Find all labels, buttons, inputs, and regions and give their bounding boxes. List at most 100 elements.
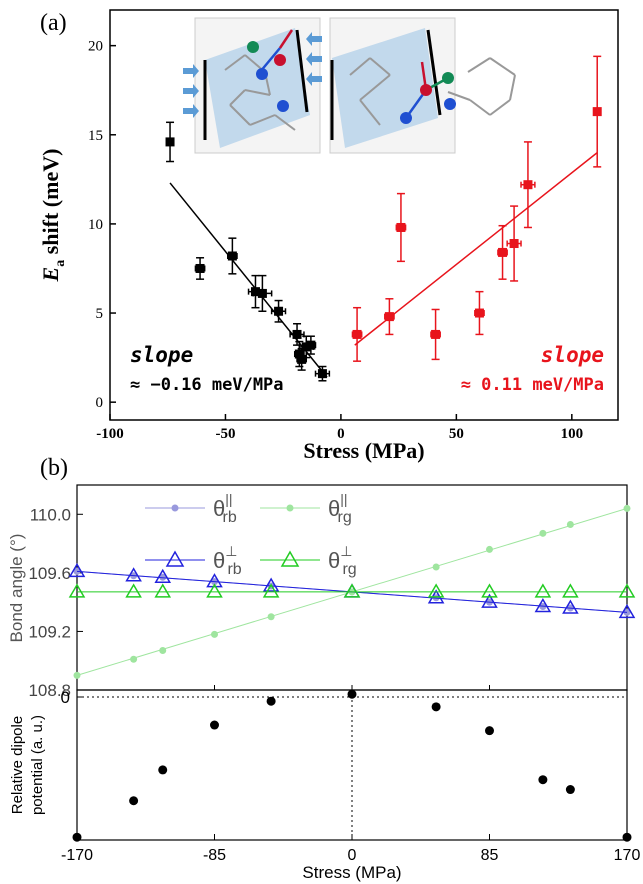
c-data-point [622, 832, 632, 842]
a-xtick-label: -100 [96, 426, 124, 442]
c-data-point [431, 702, 441, 712]
legend: θ|| rb θ|| rg θ⊥ rb θ⊥ rg [145, 491, 357, 578]
a-xtick-label: 0 [337, 426, 345, 442]
a-ytick-label: 20 [88, 39, 103, 55]
c-data-point [266, 696, 276, 706]
a-data-point [274, 306, 284, 316]
b-triangle-point [154, 568, 172, 583]
b-triangle-point [534, 598, 552, 613]
b-ytick-label: 109.2 [28, 622, 71, 641]
b-triangle-point [534, 583, 552, 598]
a-data-point [384, 312, 394, 322]
legend-marker [165, 550, 185, 567]
panel-c-marks [72, 689, 632, 842]
c-data-point [485, 726, 494, 736]
legend-label: θ⊥ rb [213, 543, 242, 578]
b-circle-point [539, 529, 547, 537]
b-circle-point [73, 671, 81, 679]
a-data-point [227, 251, 237, 261]
a-data-point [294, 349, 304, 359]
b-triangle-point [562, 583, 579, 598]
a-ytick-label: 5 [96, 306, 104, 322]
panel-c-xlabel: Stress (MPa) [302, 863, 401, 882]
c-data-point [158, 765, 168, 775]
c-data-point [565, 785, 575, 795]
b-circle-point [159, 573, 167, 581]
b-triangle-point [68, 583, 86, 598]
a-data-point [257, 288, 267, 298]
b-circle-point [130, 655, 138, 663]
b-circle-point [566, 521, 574, 529]
b-triangle-point [562, 599, 579, 614]
c-ytick-label: 0 [61, 688, 70, 707]
a-xtick-label: -50 [215, 426, 235, 442]
a-ytick-label: 15 [88, 128, 103, 144]
b-triangle-point [206, 573, 223, 588]
b-triangle-point [481, 593, 498, 608]
a-data-point [523, 180, 533, 190]
legend-marker [286, 504, 294, 512]
a-data-point [396, 222, 406, 232]
b-triangle-point [68, 562, 86, 578]
a-xtick-label: 50 [449, 426, 464, 442]
c-data-point [210, 720, 219, 730]
c-data-point [72, 832, 82, 842]
structure-inset-left [183, 17, 322, 154]
a-data-point [352, 329, 362, 339]
b-circle-point [486, 545, 493, 553]
a-data-point [165, 137, 175, 147]
b-triangle-point [343, 583, 361, 598]
a-data-point [250, 287, 260, 297]
b-circle-point [267, 613, 275, 621]
c-xtick-label: 170 [614, 847, 641, 864]
a-xtick-label: 100 [561, 426, 584, 442]
a-data-point [498, 247, 508, 257]
b-triangle-point [206, 583, 223, 598]
legend-label: θ|| rg [328, 491, 352, 526]
b-triangle-point [262, 583, 280, 598]
a-data-point [592, 107, 602, 117]
c-data-point [538, 775, 548, 785]
c-xtick-label: -170 [61, 847, 93, 864]
b-triangle-point [618, 603, 636, 619]
panel-a-plot-area [109, 9, 619, 421]
b-circle-point [623, 504, 631, 512]
a-ytick-label: 10 [88, 217, 103, 233]
b-triangle-point [125, 567, 142, 582]
b-circle-point [211, 630, 218, 638]
panel-c-ylabel-line1: Relative dipole [9, 716, 26, 814]
panel-a-axes: -100 -50 0 50 100 0 5 10 15 20 [88, 39, 583, 442]
left-slope-value: ≈ −0.16 meV/MPa [130, 375, 284, 395]
right-slope-value: ≈ 0.11 meV/MPa [461, 375, 604, 395]
b-triangle-point [262, 577, 280, 592]
panel-c-ylabel-line2: potential (a. u.) [29, 715, 46, 815]
b-triangle-point [427, 583, 445, 598]
a-data-point [292, 329, 302, 339]
panel-b-label: (b) [40, 455, 68, 481]
b-circle-point [159, 646, 167, 654]
b-triangle-point [481, 583, 498, 598]
panel-c-axes: 0 -170 -85 0 85 170 [61, 688, 641, 864]
panel-b-marks [68, 504, 636, 679]
legend-marker [280, 550, 300, 567]
c-xtick-label: 0 [348, 847, 357, 864]
legend-marker [171, 504, 179, 512]
legend-label: θ|| rb [213, 491, 237, 526]
c-data-point [347, 689, 357, 699]
b-triangle-point [618, 583, 636, 598]
panel-a-label: (a) [40, 10, 67, 36]
panel-b-ylabel: Bond angle (°) [7, 534, 26, 643]
right-slope-label: slope [541, 343, 604, 367]
b-circle-point [432, 563, 440, 571]
left-slope-label: slope [130, 343, 193, 367]
b-triangle-point [154, 583, 172, 598]
panel-a-xlabel: Stress (MPa) [303, 438, 424, 463]
a-data-point [317, 369, 327, 379]
b-ytick-label: 109.6 [28, 564, 71, 583]
a-data-point [509, 239, 519, 249]
a-data-point [195, 263, 205, 273]
panel-b-axes: 108.8 109.2 109.6 110.0 [28, 505, 628, 700]
b-ytick-label: 110.0 [30, 505, 71, 524]
panel-a: (a) [38, 9, 619, 463]
